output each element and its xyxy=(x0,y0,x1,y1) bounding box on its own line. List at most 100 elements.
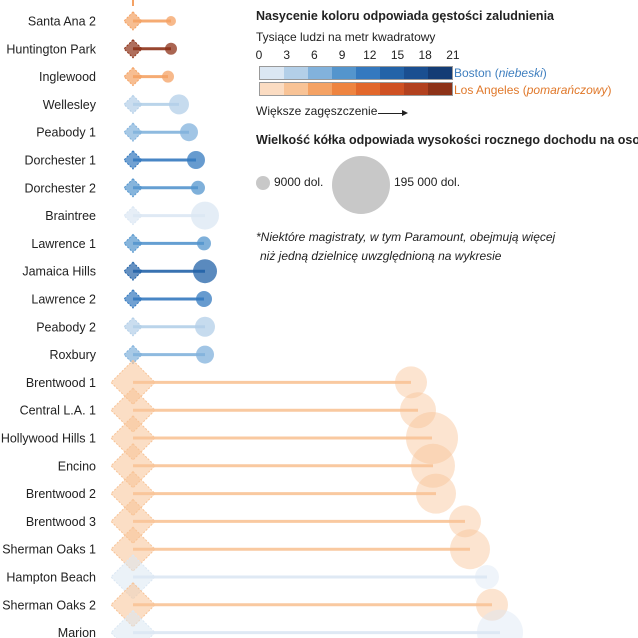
density-arrow-label: Większe zagęszczenie xyxy=(256,104,378,118)
size-large-circle xyxy=(332,156,390,214)
density-tick-label: 6 xyxy=(311,48,318,62)
income-circle xyxy=(400,392,436,429)
chart-row: Lawrence 2 xyxy=(31,289,212,309)
la-density-scale xyxy=(259,82,453,96)
row-label: Central L.A. 1 xyxy=(20,404,96,418)
right-arrow-icon xyxy=(378,110,408,116)
row-label: Sherman Oaks 2 xyxy=(2,598,96,612)
density-tick-label: 18 xyxy=(418,48,432,62)
income-circle xyxy=(187,151,205,169)
row-label: Wellesley xyxy=(43,98,97,112)
la-scale-swatch xyxy=(356,83,380,95)
chart-row: Roxbury xyxy=(49,344,214,365)
row-label: Dorchester 1 xyxy=(24,154,96,168)
chart-row: Santa Ana 2 xyxy=(28,11,176,31)
row-label: Inglewood xyxy=(39,70,96,84)
chart-row: Lawrence 1 xyxy=(31,233,211,254)
income-circle xyxy=(166,16,176,26)
income-circle xyxy=(475,565,499,589)
size-max-label: 195 000 dol. xyxy=(394,175,461,189)
row-label: Santa Ana 2 xyxy=(28,15,96,29)
row-label: Jamaica Hills xyxy=(22,265,96,279)
density-tick-label: 21 xyxy=(446,48,460,62)
row-label: Brentwood 1 xyxy=(26,376,96,390)
boston-scale-swatch xyxy=(260,67,284,79)
density-legend-title: Nasycenie koloru odpowiada gęstości zalu… xyxy=(256,9,554,23)
row-label: Brentwood 3 xyxy=(26,515,96,529)
income-circle xyxy=(180,123,198,142)
size-min-label: 9000 dol. xyxy=(274,175,324,189)
row-label: Lawrence 2 xyxy=(31,293,96,307)
size-legend-title: Wielkość kółka odpowiada wysokości roczn… xyxy=(256,133,638,147)
chart-row: Brentwood 2 xyxy=(26,470,456,517)
la-city-name: Los Angeles xyxy=(454,83,520,97)
la-scale-swatch xyxy=(308,83,332,95)
chart-row: Central L.A. 1 xyxy=(20,387,436,433)
income-circle xyxy=(197,236,211,251)
chart-row: Hampton Beach xyxy=(6,554,499,600)
chart-row: Jamaica Hills xyxy=(22,259,217,284)
income-circle xyxy=(411,443,455,488)
row-label: Encino xyxy=(58,459,96,473)
row-label: Hollywood Hills 1 xyxy=(1,432,96,446)
chart-row: Brentwood 3 xyxy=(26,498,481,545)
chart-row: Encino xyxy=(58,443,455,489)
income-circle xyxy=(416,473,456,514)
row-label: Peabody 1 xyxy=(36,126,96,140)
chart-row: Hollywood Hills 1 xyxy=(1,412,458,464)
chart-row: Brentwood 1 xyxy=(26,359,427,406)
boston-scale-swatch xyxy=(308,67,332,79)
density-tick-label: 0 xyxy=(255,48,263,62)
chart-row: Dorchester 1 xyxy=(24,150,205,170)
size-small-circle xyxy=(256,176,270,190)
row-label: Braintree xyxy=(45,209,96,223)
row-label: Sherman Oaks 1 xyxy=(2,543,96,557)
density-tick-label: 12 xyxy=(363,48,377,62)
income-circle xyxy=(196,291,212,307)
row-label: Marion xyxy=(58,626,96,638)
la-scale-swatch xyxy=(428,83,452,95)
boston-scale-swatch xyxy=(428,67,452,79)
la-scale-swatch xyxy=(404,83,428,95)
row-label: Roxbury xyxy=(49,348,96,362)
density-tick-label: 9 xyxy=(338,48,346,62)
income-circle xyxy=(395,366,427,399)
income-circle xyxy=(193,259,217,284)
boston-scale-swatch xyxy=(284,67,308,79)
income-circle xyxy=(196,345,214,364)
chart-row: Sherman Oaks 2 xyxy=(2,582,508,628)
chart-row: Marion xyxy=(58,609,523,638)
density-tick-label: 15 xyxy=(390,48,405,62)
income-circle xyxy=(169,94,189,115)
chart-row: Inglewood xyxy=(39,66,174,87)
income-circle xyxy=(165,42,177,55)
income-circle xyxy=(162,70,174,83)
boston-scale-swatch xyxy=(380,67,404,79)
row-label: Peabody 2 xyxy=(36,320,96,334)
chart-row: Braintree xyxy=(45,201,219,230)
boston-scale-swatch xyxy=(332,67,356,79)
chart-row: Peabody 2 xyxy=(36,316,215,337)
chart-row: Sherman Oaks 1 xyxy=(2,526,490,572)
income-circle xyxy=(195,316,215,337)
la-scale-swatch xyxy=(332,83,356,95)
boston-scale-swatch xyxy=(356,67,380,79)
row-label: Lawrence 1 xyxy=(31,237,96,251)
income-circle xyxy=(191,180,205,195)
chart-row: Dorchester 2 xyxy=(24,178,205,198)
la-scale-swatch xyxy=(260,83,284,95)
footnote-line-1: *Niektóre magistraty, w tym Paramount, o… xyxy=(256,230,556,244)
footnote: *Niektóre magistraty, w tym Paramount, o… xyxy=(256,228,596,266)
row-label: Huntington Park xyxy=(6,42,96,56)
row-label: Brentwood 2 xyxy=(26,487,96,501)
boston-scale-label: Boston (niebeski) xyxy=(454,66,547,80)
chart-row: Peabody 1 xyxy=(36,122,198,142)
boston-city-name: Boston xyxy=(454,66,492,80)
income-circle xyxy=(449,505,481,538)
boston-density-scale xyxy=(259,66,453,80)
income-circle xyxy=(476,588,508,621)
la-scale-swatch xyxy=(284,83,308,95)
row-label: Dorchester 2 xyxy=(24,181,96,195)
income-circle xyxy=(477,609,523,638)
